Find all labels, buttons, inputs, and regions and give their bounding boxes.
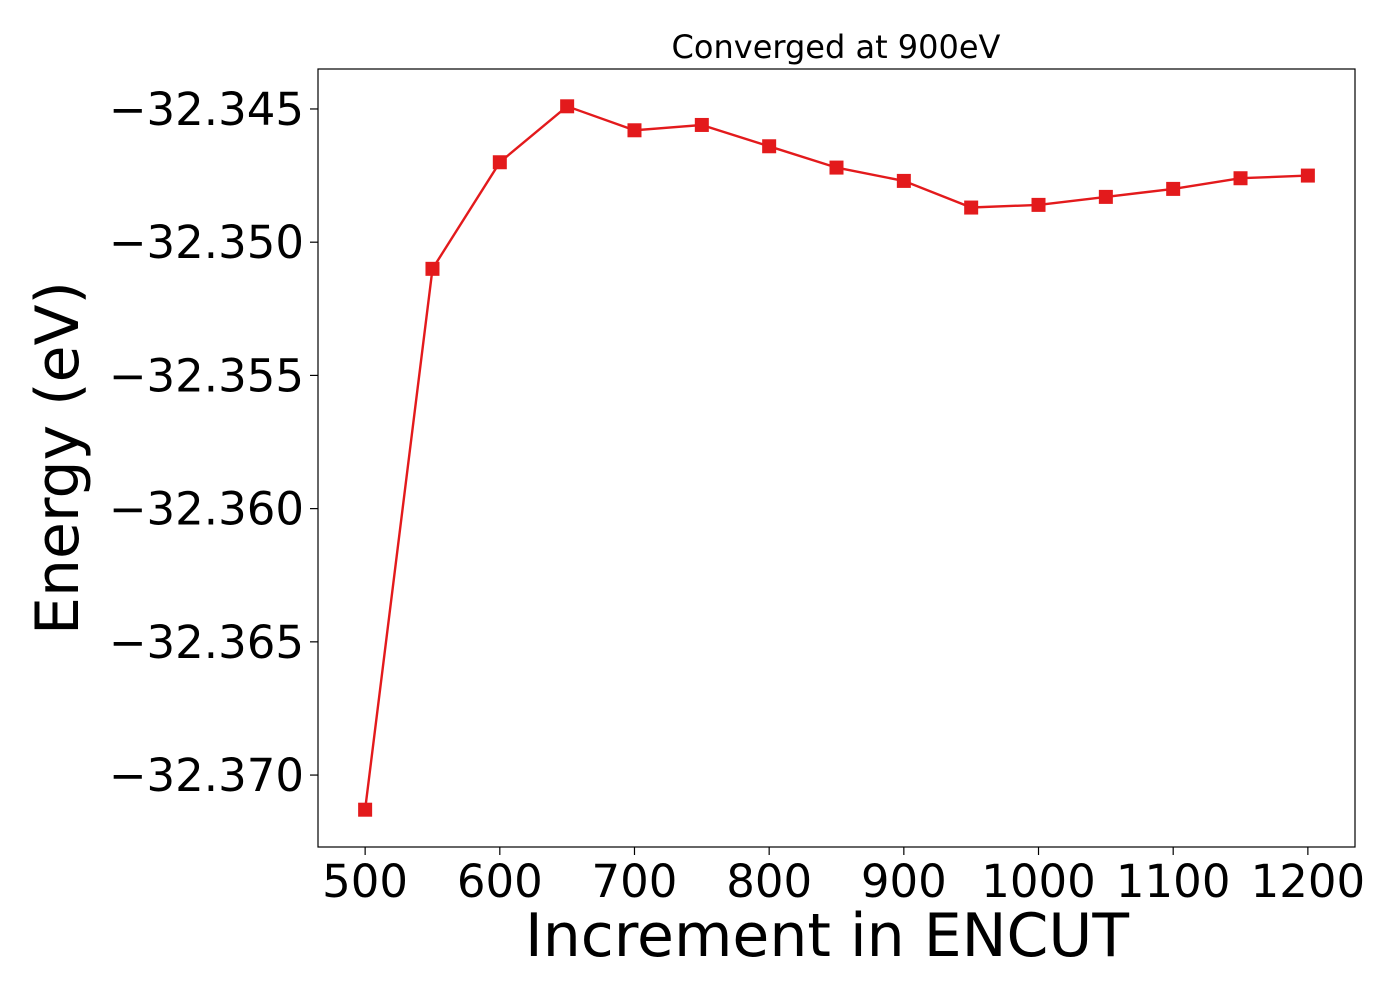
- y-tick-label: −32.365: [109, 616, 304, 669]
- x-tick-label: 500: [322, 855, 408, 908]
- x-tick-label: 800: [726, 855, 812, 908]
- data-point-marker: [627, 123, 642, 138]
- data-point-marker: [896, 173, 911, 188]
- data-point-marker: [1098, 189, 1113, 204]
- data-point-marker: [492, 155, 507, 170]
- y-tick-label: −32.345: [109, 83, 304, 136]
- data-point-marker: [829, 160, 844, 175]
- x-tick-label: 900: [861, 855, 947, 908]
- plot-area-frame: [317, 68, 1356, 848]
- data-point-marker: [1233, 171, 1248, 186]
- data-point-marker: [560, 99, 575, 114]
- x-tick-label: 700: [592, 855, 678, 908]
- series-layer: [358, 99, 1315, 817]
- x-tick-label: 1100: [1116, 855, 1231, 908]
- y-axis-label: Energy (eV): [23, 281, 93, 635]
- series-line: [363, 104, 1308, 810]
- data-point-marker: [964, 200, 979, 215]
- x-axis: 500 600 700 800 900 1000 1100 1200: [322, 847, 1365, 908]
- data-point-marker: [694, 117, 709, 132]
- y-tick-label: −32.370: [109, 749, 304, 802]
- data-point-marker: [762, 139, 777, 154]
- y-tick-label: −32.350: [109, 216, 304, 269]
- x-tick-label: 1000: [981, 855, 1096, 908]
- x-tick-label: 600: [457, 855, 543, 908]
- y-tick-label: −32.355: [109, 349, 304, 402]
- data-point-marker: [425, 261, 440, 276]
- data-point-marker: [1166, 181, 1181, 196]
- data-point-marker: [358, 802, 373, 817]
- data-point-marker: [1300, 168, 1315, 183]
- y-tick-label: −32.360: [109, 483, 304, 536]
- chart-title: Converged at 900eV: [672, 28, 1001, 66]
- x-tick-label: 1200: [1251, 855, 1366, 908]
- y-axis: −32.370 −32.365 −32.360 −32.355 −32.350 −32.3…: [109, 83, 318, 802]
- data-point-marker: [1031, 197, 1046, 212]
- x-axis-label: Increment in ENCUT: [525, 901, 1129, 971]
